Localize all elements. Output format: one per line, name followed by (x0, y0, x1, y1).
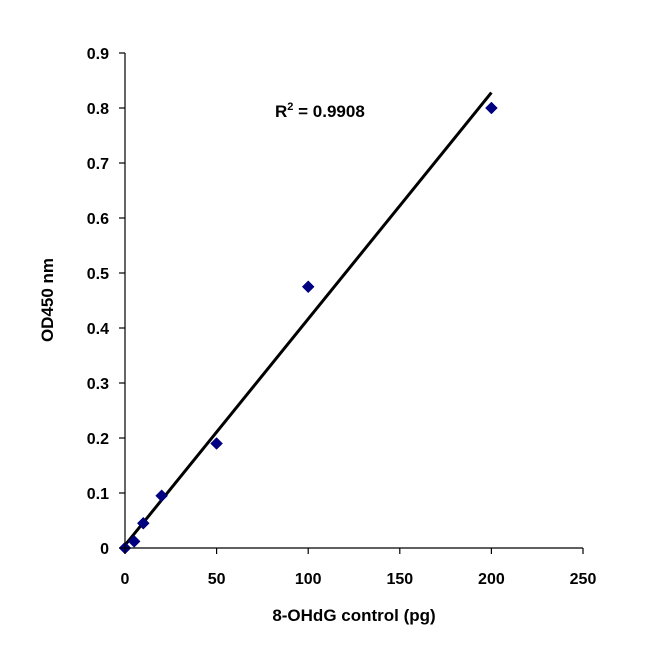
x-tick-label: 250 (570, 571, 597, 588)
y-tick-label: 0.2 (87, 431, 109, 448)
trendline-layer (123, 91, 493, 547)
r-squared-value: = 0.9908 (293, 102, 364, 121)
x-tick-label: 50 (208, 571, 226, 588)
y-tick-label: 0 (100, 541, 109, 558)
tick-layer: 0 0.1 0.2 0.3 0.4 0.5 0.6 0.7 0.8 0.9 0 50 100 150 200… (87, 46, 597, 588)
x-tick-label: 0 (121, 571, 130, 588)
data-point (485, 101, 498, 115)
y-tick-label: 0.9 (87, 46, 109, 63)
data-point (210, 437, 223, 450)
data-point (301, 280, 315, 294)
trendline (123, 91, 493, 547)
y-tick-label: 0.4 (87, 321, 109, 338)
data-point (155, 489, 168, 503)
data-point-layer (118, 101, 498, 555)
y-tick-label: 0.3 (87, 376, 109, 393)
y-axis-title: OD450 nm (38, 258, 57, 342)
y-tick-label: 0.8 (87, 101, 109, 118)
x-axis-title: 8-OHdG control (pg) (272, 606, 435, 625)
y-tick-label: 0.6 (87, 211, 109, 228)
x-tick-label: 100 (295, 571, 322, 588)
r-squared-prefix: R (275, 102, 287, 121)
y-tick-label: 0.7 (87, 156, 109, 173)
r-squared-annotation: R2 = 0.9908 (275, 101, 365, 121)
axis-layer (124, 53, 583, 549)
data-point (136, 516, 150, 530)
y-tick-label: 0.1 (87, 486, 109, 503)
x-tick-label: 200 (478, 571, 505, 588)
r-squared-superscript: 2 (287, 101, 293, 113)
x-tick-label: 150 (386, 571, 413, 588)
y-tick-label: 0.5 (87, 266, 109, 283)
